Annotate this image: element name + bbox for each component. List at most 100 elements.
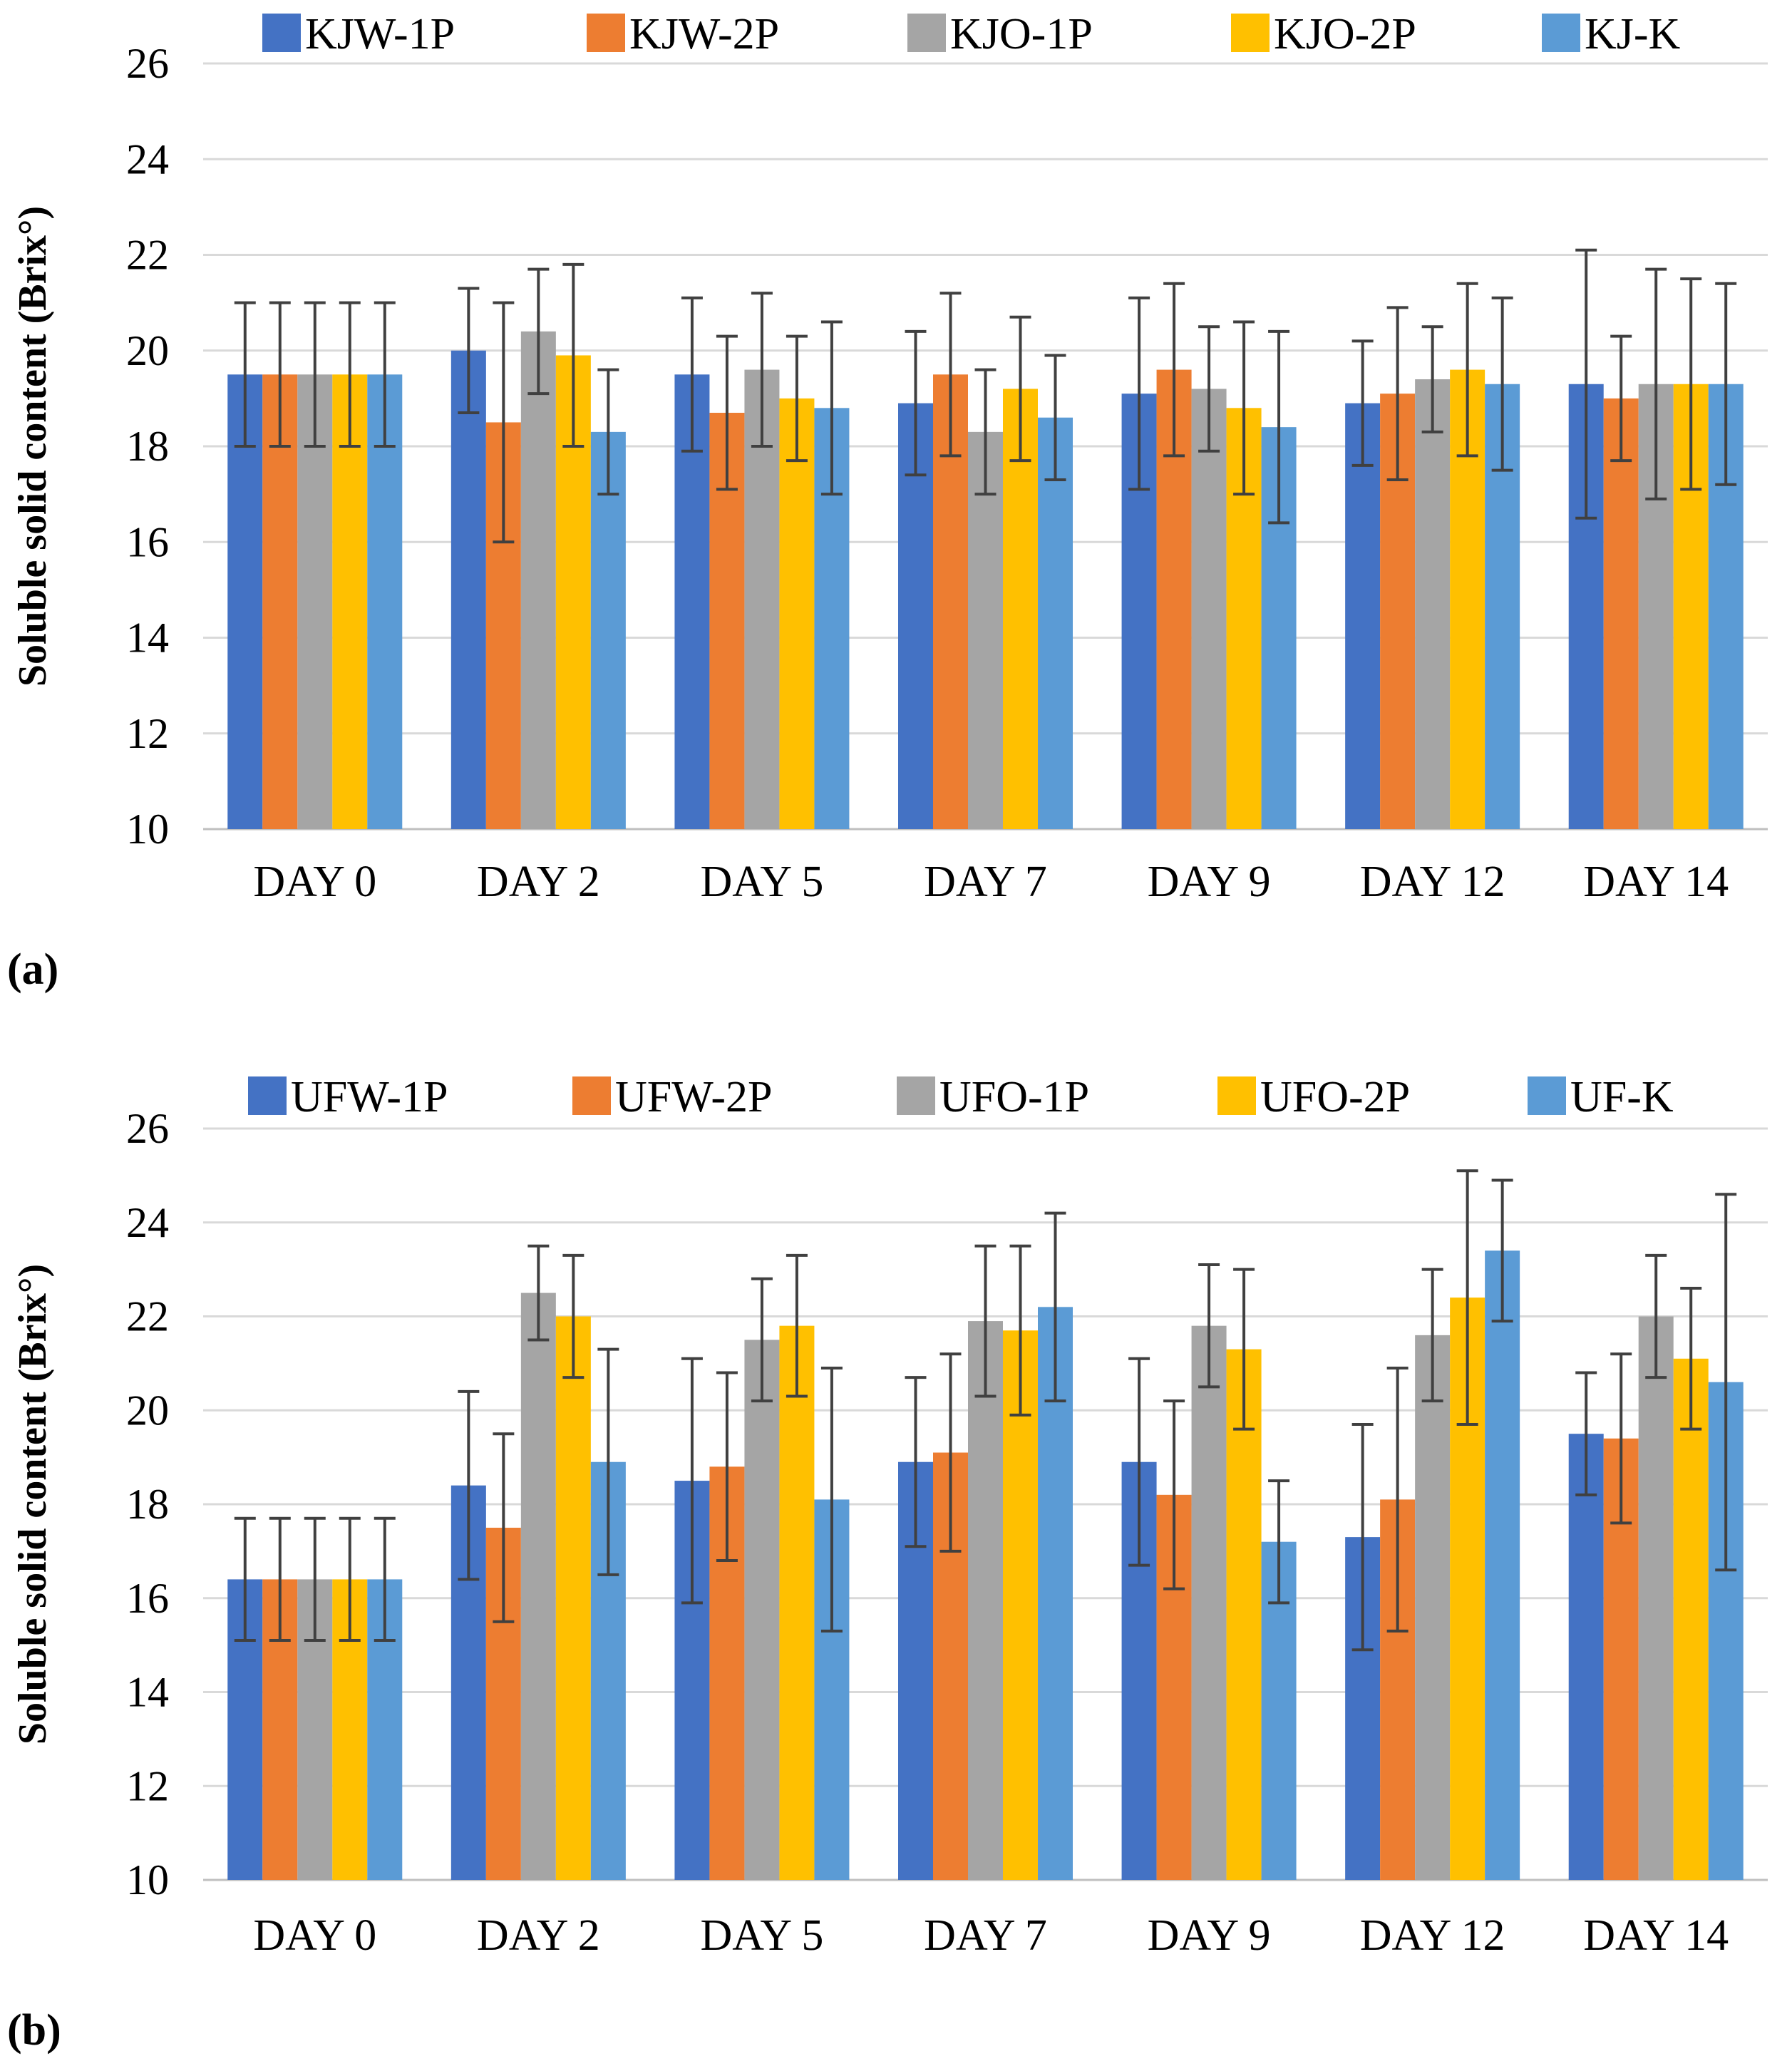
x-category-label: DAY 2 xyxy=(477,858,600,906)
x-category-label: DAY 14 xyxy=(1583,1911,1729,1960)
legend-label: UF-K xyxy=(1570,1073,1674,1121)
legend-item-ufw-2p: UFW-2P xyxy=(572,1073,772,1121)
legend-swatch xyxy=(897,1076,935,1115)
error-bar xyxy=(905,1376,927,1548)
y-tick-label: 26 xyxy=(126,1105,169,1152)
error-bar xyxy=(716,334,738,491)
legend-swatch xyxy=(1217,1076,1256,1115)
error-bar xyxy=(974,1244,997,1398)
y-tick-label: 24 xyxy=(126,135,169,183)
error-bar xyxy=(1386,1366,1409,1633)
error-bar xyxy=(1351,339,1374,467)
bar-ufo-1p-day-5 xyxy=(744,1340,780,1880)
y-tick-label: 20 xyxy=(126,327,169,374)
error-bar xyxy=(1610,334,1632,463)
legend-item-kjw-2p: KJW-2P xyxy=(587,10,779,58)
x-category-label: DAY 12 xyxy=(1360,858,1505,906)
error-bar xyxy=(527,1244,550,1342)
legend-item-uf-k: UF-K xyxy=(1528,1073,1674,1121)
error-bar xyxy=(1456,1169,1478,1427)
legend-swatch xyxy=(587,14,625,52)
bar-ufo-1p-day-9 xyxy=(1191,1325,1227,1880)
error-bar xyxy=(681,1357,703,1605)
y-tick-label: 16 xyxy=(126,518,169,565)
bar-kjw-1p-day-12 xyxy=(1345,403,1381,829)
error-bar xyxy=(974,368,997,496)
legend-swatch xyxy=(1231,14,1270,52)
bar-ufo-1p-day-12 xyxy=(1415,1335,1451,1880)
bar-kjw-2p-day-14 xyxy=(1603,398,1639,829)
error-bar xyxy=(1128,296,1150,491)
y-tick-label: 24 xyxy=(126,1199,169,1246)
bar-ufo-1p-day-7 xyxy=(968,1321,1003,1880)
error-bar xyxy=(905,329,927,477)
legend-item-ufw-1p: UFW-1P xyxy=(248,1073,448,1121)
x-category-label: DAY 14 xyxy=(1583,858,1729,906)
chart-panel-b: 10 12 14 16 18 20 22 24 26 DAY 0 DAY 2 DAY 5 DAY 7 DA… xyxy=(7,1073,1768,2055)
error-bar xyxy=(820,320,843,496)
legend-item-ufo-1p: UFO-1P xyxy=(897,1073,1089,1121)
error-bar xyxy=(562,1253,585,1379)
error-bar xyxy=(751,1277,773,1403)
error-bar xyxy=(1163,282,1185,458)
bar-ufo-2p-day-9 xyxy=(1226,1349,1262,1880)
legend-swatch xyxy=(572,1076,611,1115)
error-bar xyxy=(681,296,703,453)
error-bar xyxy=(339,301,361,448)
bar-kjo-1p-day-9 xyxy=(1191,389,1227,829)
error-bar xyxy=(458,287,480,415)
error-bar xyxy=(1268,1479,1290,1605)
error-bar xyxy=(234,1516,256,1643)
legend-swatch xyxy=(262,14,301,52)
error-bar xyxy=(1009,1244,1031,1417)
bar-uf-k-day-7 xyxy=(1038,1307,1073,1880)
x-category-label: DAY 12 xyxy=(1360,1911,1505,1960)
bar-kjo-1p-day-2 xyxy=(520,331,556,829)
x-category-label: DAY 5 xyxy=(701,1911,824,1960)
y-tick-label: 26 xyxy=(126,40,169,87)
error-bar xyxy=(1351,1423,1374,1652)
error-bar xyxy=(1610,1352,1632,1525)
error-bar xyxy=(269,301,291,448)
error-bar xyxy=(1575,248,1597,520)
error-bar xyxy=(304,1516,326,1643)
legend-swatch xyxy=(248,1076,287,1115)
y-tick-label: 18 xyxy=(126,423,169,470)
error-bar xyxy=(374,1516,396,1643)
y-tick-label: 22 xyxy=(126,232,169,279)
y-tick-label: 10 xyxy=(126,806,169,853)
legend-label: UFW-1P xyxy=(291,1073,448,1121)
legend-label: UFO-1P xyxy=(939,1073,1089,1121)
y-axis-label: Soluble solid content (Brix°) xyxy=(11,1264,55,1744)
error-bar xyxy=(1680,277,1702,491)
x-category-label: DAY 2 xyxy=(477,1911,600,1960)
bar-ufo-1p-day-14 xyxy=(1638,1316,1674,1880)
legend-label: KJO-2P xyxy=(1274,10,1416,58)
legend: KJW-1P KJW-2P KJO-1P KJO-2P KJ-K xyxy=(262,10,1681,58)
legend-label: KJW-1P xyxy=(305,10,455,58)
error-bar xyxy=(1198,325,1220,453)
error-bar xyxy=(1645,1253,1667,1379)
error-bar xyxy=(1491,1178,1513,1323)
error-bar xyxy=(1163,1399,1185,1590)
bar-kjo-2p-day-0 xyxy=(332,374,368,829)
legend-label: KJ-K xyxy=(1585,10,1681,58)
error-bar xyxy=(939,292,962,458)
error-bar xyxy=(939,1352,962,1553)
y-tick-label: 16 xyxy=(126,1575,169,1622)
bar-kjo-1p-day-7 xyxy=(968,431,1003,829)
error-bar xyxy=(1715,282,1737,486)
bar-kjo-1p-day-12 xyxy=(1415,379,1451,829)
y-tick-label: 10 xyxy=(126,1856,169,1903)
legend-label: KJW-2P xyxy=(629,10,779,58)
bar-kjw-1p-day-2 xyxy=(450,350,486,829)
error-bar xyxy=(716,1371,738,1563)
legend-swatch xyxy=(907,14,946,52)
error-bar xyxy=(1233,320,1255,496)
error-bar xyxy=(493,1432,515,1623)
y-tick-label: 20 xyxy=(126,1387,169,1434)
error-bar xyxy=(1680,1286,1702,1431)
error-bar xyxy=(1386,306,1409,481)
x-category-label: DAY 0 xyxy=(253,858,376,906)
x-category-label: DAY 7 xyxy=(924,858,1047,906)
